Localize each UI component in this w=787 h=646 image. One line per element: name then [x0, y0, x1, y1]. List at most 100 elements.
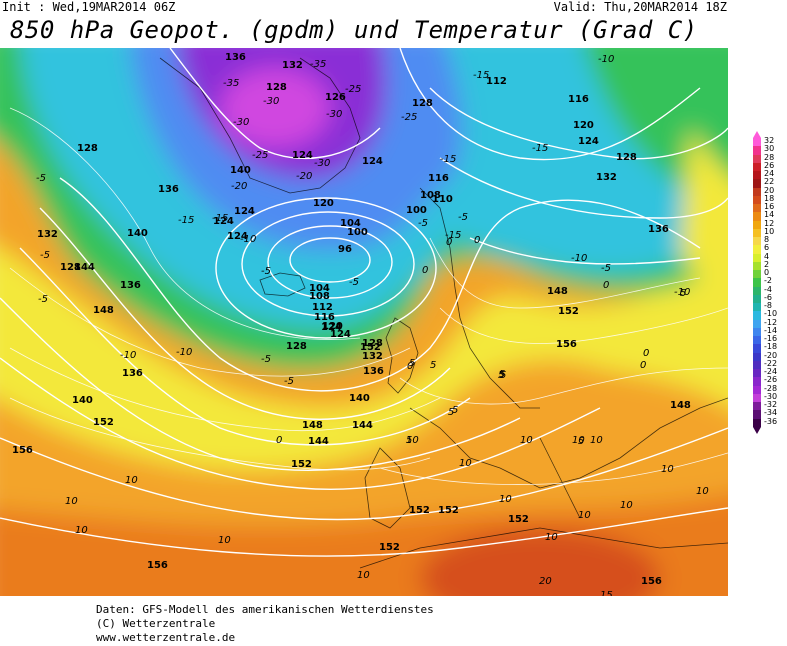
- temperature-label: 10: [696, 486, 709, 497]
- legend-row: -22: [750, 359, 787, 369]
- legend-swatch: [753, 138, 761, 147]
- temperature-label: 10: [572, 435, 585, 446]
- geopotential-label: 128: [362, 338, 383, 349]
- temperature-label: 5: [448, 407, 454, 418]
- temperature-label: 5: [409, 358, 415, 369]
- geopotential-label: 140: [127, 228, 148, 239]
- geopotential-label: 128: [412, 98, 433, 109]
- geopotential-label: 156: [641, 576, 662, 587]
- temperature-label: 0: [446, 237, 452, 248]
- geopotential-label: 132: [596, 172, 617, 183]
- geopotential-label: 124: [330, 329, 351, 340]
- temperature-label: -10: [240, 234, 256, 245]
- geopotential-label: 144: [308, 436, 329, 447]
- legend-value: -28: [764, 383, 778, 393]
- geopotential-label: 100: [347, 227, 368, 238]
- geopotential-label: 128: [60, 262, 81, 273]
- geopotential-label: 120: [573, 120, 594, 131]
- legend-arrow-bottom-icon: [753, 426, 761, 434]
- temperature-label: -30: [233, 117, 249, 128]
- legend-value: -26: [764, 375, 778, 385]
- legend-row: -34: [750, 408, 787, 419]
- temperature-label-layer: -35-35-25-30-30-30 -25-30-20-25-20-15-15-…: [36, 54, 709, 596]
- scandinavia-coast: [419, 187, 540, 409]
- temperature-isotherms: [9, 107, 728, 485]
- geopotential-label: 152: [558, 306, 579, 317]
- temperature-label: 0: [276, 435, 282, 446]
- footer-data-source: Daten: GFS-Modell des amerikanischen Wet…: [96, 603, 434, 616]
- temperature-label: -5: [349, 277, 359, 288]
- legend-row: 12: [750, 219, 787, 229]
- temperature-label: 10: [578, 510, 591, 521]
- legend-value: -10: [764, 309, 778, 319]
- legend-swatch: [753, 179, 761, 188]
- legend-swatch: [753, 278, 761, 287]
- legend-row: 22: [750, 177, 787, 188]
- legend-swatch: [753, 311, 761, 320]
- geopotential-label: 152: [438, 505, 459, 516]
- coastlines: [159, 57, 728, 569]
- temperature-label: 20: [539, 576, 552, 587]
- temperature-label: -5: [458, 212, 468, 223]
- legend-swatch: [753, 253, 761, 262]
- iberia-coast: [364, 447, 411, 529]
- temperature-label: 10: [545, 532, 558, 543]
- temperature-label: 10: [620, 500, 633, 511]
- legend-row: 26: [750, 160, 787, 171]
- geopotential-label: 136: [122, 368, 143, 379]
- temperature-label: 0: [643, 348, 649, 359]
- geopotential-label: 136: [120, 280, 141, 291]
- temperature-label: 10: [520, 435, 533, 446]
- geopotential-label: 148: [547, 286, 568, 297]
- legend-row: -32: [750, 400, 787, 411]
- legend-value: -16: [764, 334, 778, 343]
- temperature-label: -35: [310, 59, 326, 70]
- north-africa-coast: [359, 527, 728, 569]
- legend-swatch: [753, 212, 761, 221]
- legend-value: 14: [764, 210, 775, 220]
- temperature-label: 5: [578, 436, 584, 447]
- geopotential-label: 124: [292, 150, 313, 161]
- temperature-label: -10: [176, 347, 192, 358]
- geopotential-label: 116: [314, 312, 335, 323]
- legend-value: -14: [764, 325, 778, 335]
- temperature-label: -15: [440, 154, 456, 165]
- geopotential-label: 156: [12, 445, 33, 456]
- legend-value: 26: [764, 160, 775, 170]
- map-canvas: 1361321281261281241241201241281121161201…: [0, 48, 728, 596]
- geopotential-contours: [0, 48, 728, 557]
- geopotential-label: 132: [362, 351, 383, 362]
- geopotential-label: 156: [556, 339, 577, 350]
- temperature-label: 5: [430, 360, 436, 371]
- legend-value: 32: [764, 136, 775, 145]
- legend-row: 32: [750, 136, 787, 147]
- legend-value: 18: [764, 193, 775, 203]
- temperature-label: -15: [532, 143, 548, 154]
- legend-row: -26: [750, 375, 787, 386]
- legend-value: 2: [764, 259, 770, 269]
- legend-swatch: [753, 377, 761, 386]
- legend-row: -28: [750, 383, 787, 394]
- legend-value: -6: [764, 292, 772, 302]
- temperature-label: -15: [212, 213, 228, 224]
- geopotential-label: 152: [291, 459, 312, 470]
- temperature-label: -5: [38, 294, 48, 305]
- legend-row: -30: [750, 392, 787, 402]
- geopotential-label: 128: [77, 143, 98, 154]
- temperature-label: -5: [36, 173, 46, 184]
- geopotential-label: 140: [72, 395, 93, 406]
- geopotential-label: 120: [313, 198, 334, 209]
- temperature-label: 15: [600, 590, 613, 596]
- legend-swatch: [753, 187, 761, 196]
- temperature-label: -30: [326, 109, 342, 120]
- legend-swatch: [753, 294, 761, 303]
- geopotential-label: 124: [234, 206, 255, 217]
- geopotential-label: 136: [648, 224, 669, 235]
- legend-value: -2: [764, 276, 772, 286]
- temperature-label: 5: [499, 369, 505, 380]
- legend-swatch: [753, 286, 761, 295]
- footer: Daten: GFS-Modell des amerikanischen Wet…: [96, 603, 434, 645]
- temperature-field: [0, 48, 728, 596]
- geopotential-label: 152: [360, 342, 381, 353]
- geopotential-label: 148: [302, 420, 323, 431]
